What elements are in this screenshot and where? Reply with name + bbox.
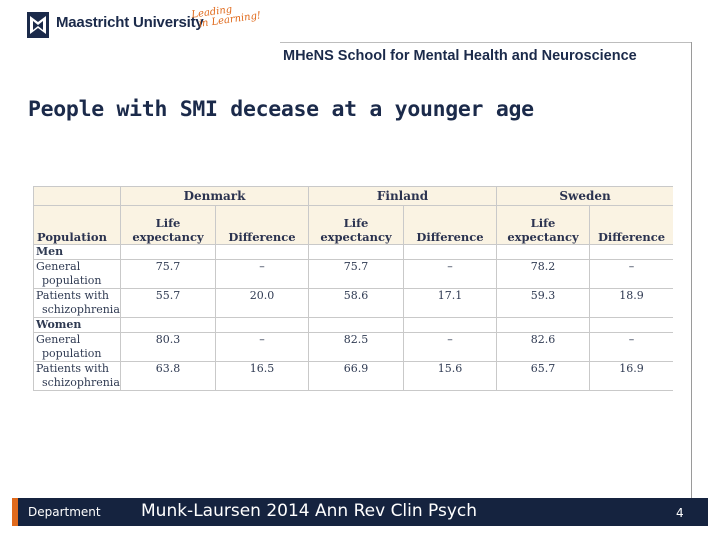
table-cell: 75.7 [308, 259, 404, 289]
difference-header: Difference [215, 205, 309, 245]
group-empty-cell [215, 244, 309, 260]
table-cell: 15.6 [402, 361, 498, 391]
table-cell: 18.9 [589, 288, 673, 318]
table-row: Patients with schizophrenia 55.7 20.0 58.6 17… [33, 288, 673, 318]
row-label-line2: schizophrenia [42, 303, 120, 316]
row-label: Patients with schizophrenia [33, 361, 121, 391]
life-expectancy-table-container: Denmark Finland Sweden Population Life ex… [33, 186, 673, 429]
table-cell: 80.3 [120, 332, 216, 362]
life-expectancy-header: Life expectancy [496, 205, 591, 245]
group-empty-cell [215, 317, 309, 333]
table-row: General population 75.7–75.7–78.2– [33, 259, 673, 289]
group-label: Men [33, 244, 121, 260]
row-label-line2: schizophrenia [42, 376, 120, 389]
table-cell: – [589, 259, 673, 289]
row-label: Patients with schizophrenia [33, 288, 121, 318]
table-row: General population 80.3–82.5–82.6– [33, 332, 673, 362]
table-row: Patients with schizophrenia 63.8 16.5 66.9 15… [33, 361, 673, 391]
group-empty-cell [496, 244, 591, 260]
group-empty-cell [308, 317, 404, 333]
footer-citation: Munk-Laursen 2014 Ann Rev Clin Psych [141, 501, 478, 521]
row-label-line1: Patients with [36, 289, 109, 302]
table-cell: – [215, 332, 309, 362]
row-label-line2: population [42, 274, 102, 287]
table-cell: 58.6 [308, 288, 404, 318]
row-label-line1: General [36, 333, 81, 346]
table-cell: 17.1 [402, 288, 498, 318]
group-empty-cell [120, 317, 216, 333]
difference-header: Difference [589, 205, 673, 245]
header-divider [280, 42, 692, 43]
table-cell: 16.9 [589, 361, 673, 391]
group-empty-cell [589, 244, 673, 260]
group-empty-cell [402, 317, 498, 333]
table-cell: 55.7 [120, 288, 216, 318]
table-cell: – [402, 332, 498, 362]
group-row: Men [33, 244, 673, 260]
footer-department: Department [28, 505, 101, 519]
life-expectancy-header-line1: Life [530, 216, 556, 230]
row-label: General population [33, 259, 121, 289]
life-expectancy-header: Life expectancy [120, 205, 216, 245]
table-cell: 65.7 [496, 361, 591, 391]
table-cell: 82.6 [496, 332, 591, 362]
life-expectancy-header-line2: expectancy [320, 230, 392, 244]
group-empty-cell [120, 244, 216, 260]
school-name: MHeNS School for Mental Health and Neuro… [283, 48, 637, 64]
table-cell: – [215, 259, 309, 289]
group-label: Women [33, 317, 121, 333]
row-label-line1: Patients with [36, 362, 109, 375]
table-cell: 20.0 [215, 288, 309, 318]
page-number: 4 [676, 506, 684, 520]
country-header-denmark: Denmark [120, 186, 309, 206]
country-header-finland: Finland [307, 186, 498, 206]
country-header-sweden: Sweden [496, 186, 673, 206]
table-cell: 63.8 [120, 361, 216, 391]
difference-header: Difference [402, 205, 498, 245]
slide-title: People with SMI decease at a younger age [28, 97, 534, 122]
university-name: Maastricht University [56, 14, 204, 31]
university-tagline: Leading in Learning! [191, 1, 262, 30]
row-label-line2: population [42, 347, 102, 360]
population-header: Population [33, 205, 121, 245]
table-cell: 78.2 [496, 259, 591, 289]
table-cell: 66.9 [308, 361, 404, 391]
table-cell: 82.5 [308, 332, 404, 362]
group-empty-cell [308, 244, 404, 260]
row-label: General population [33, 332, 121, 362]
table-cell: – [402, 259, 498, 289]
header-corner-cell [33, 186, 121, 206]
table-cell: 16.5 [215, 361, 309, 391]
life-expectancy-header: Life expectancy [308, 205, 404, 245]
table-cell: – [589, 332, 673, 362]
life-expectancy-header-line2: expectancy [132, 230, 204, 244]
life-expectancy-header-line1: Life [155, 216, 181, 230]
right-divider [691, 42, 692, 498]
footer-accent [12, 498, 18, 526]
group-empty-cell [589, 317, 673, 333]
group-empty-cell [496, 317, 591, 333]
group-empty-cell [402, 244, 498, 260]
table-cell: 59.3 [496, 288, 591, 318]
life-expectancy-table: Denmark Finland Sweden Population Life ex… [33, 186, 673, 391]
university-logo-icon [27, 12, 49, 38]
group-row: Women [33, 317, 673, 333]
life-expectancy-header-line2: expectancy [507, 230, 579, 244]
row-label-line1: General [36, 260, 81, 273]
table-body: Men General population 75.7–75.7–78.2– Patie… [33, 244, 673, 391]
life-expectancy-header-line1: Life [343, 216, 369, 230]
table-cell: 75.7 [120, 259, 216, 289]
footer-bar [12, 498, 708, 526]
